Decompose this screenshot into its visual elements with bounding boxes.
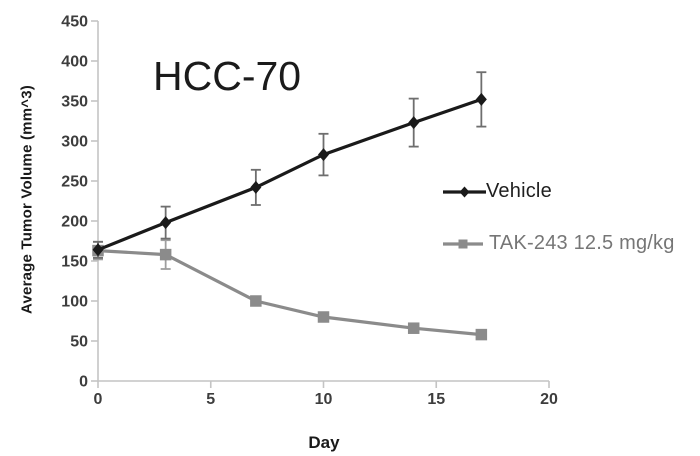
tak243-line-square-icon [443,239,483,248]
y-tick-label: 50 [70,334,88,351]
x-tick-label: 20 [540,391,558,408]
data-point-marker [318,148,329,162]
legend-item-vehicle: Vehicle [443,180,552,203]
y-tick-label: 400 [61,54,88,71]
data-point-marker [159,248,172,261]
data-point-marker [317,311,330,323]
data-point-marker [92,243,104,257]
x-axis-label: Day [308,433,340,452]
data-point-marker [475,328,488,341]
y-axis-label: Average Tumor Volume (mm^3) [18,85,36,314]
x-tick-label: 15 [427,391,445,408]
data-point-marker [250,180,262,194]
series-line-tak243 [97,249,482,337]
chart-title: HCC-70 [153,53,302,99]
data-point-marker [475,92,487,106]
y-tick-label: 250 [61,174,88,191]
legend-label-vehicle: Vehicle [486,180,552,202]
x-tick-label: 5 [206,391,215,408]
data-point-marker [250,295,262,307]
legend-item-tak243: TAK-243 12.5 mg/kg [443,232,675,255]
y-tick-label: 200 [61,214,88,231]
data-point-marker [408,116,420,130]
y-tick-label: 300 [61,134,88,151]
x-tick-label: 0 [94,391,103,408]
vehicle-line-diamond-icon [443,186,486,197]
legend-label-tak243: TAK-243 12.5 mg/kg [489,232,675,254]
series-line-vehicle [97,97,482,252]
y-tick-label: 450 [61,14,88,31]
x-tick-label: 10 [315,391,333,408]
y-tick-label: 350 [61,94,88,111]
data-point-marker [407,322,420,334]
data-point-marker [160,216,172,230]
y-tick-label: 100 [61,294,88,311]
y-tick-label: 0 [79,374,88,391]
y-tick-label: 150 [61,254,88,271]
